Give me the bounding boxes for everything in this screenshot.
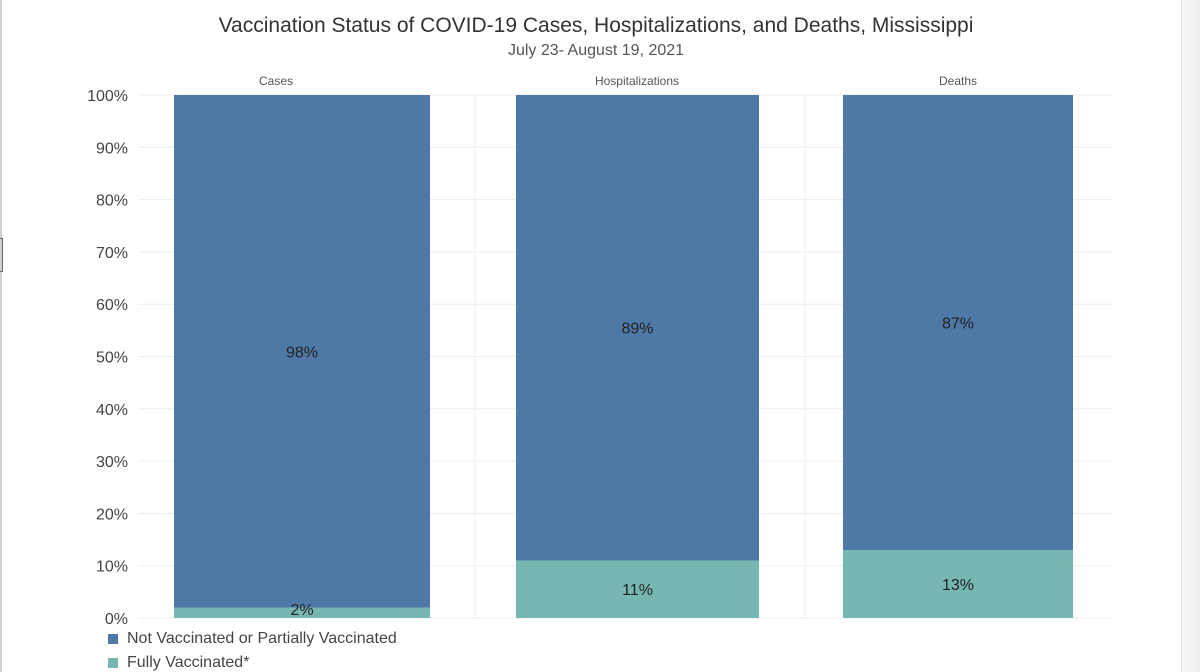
bar-label-deaths-fully-vaccinated: 13% (942, 577, 974, 594)
bar-labels: 2% 98% 11% 89% 13% 87% (286, 316, 974, 619)
y-tick-label: 50% (96, 350, 128, 367)
bar-label-deaths-not-vaccinated: 87% (942, 316, 974, 333)
bar-cases-not-vaccinated (174, 95, 430, 608)
bar-hospitalizations-not-vaccinated (516, 95, 759, 561)
bar-label-cases-not-vaccinated: 98% (286, 344, 318, 361)
y-tick-label: 100% (87, 88, 128, 105)
y-tick-label: 40% (96, 402, 128, 419)
bar-hospitalizations-fully-vaccinated (516, 560, 759, 618)
y-tick-label: 70% (96, 245, 128, 262)
legend-item-fully-vaccinated: Fully Vaccinated* (108, 651, 397, 672)
y-tick-label: 90% (96, 140, 128, 157)
panel-header-hospitalizations: Hospitalizations (595, 74, 679, 88)
bar-deaths-not-vaccinated (843, 95, 1073, 551)
bars (174, 95, 1073, 618)
panel-header-cases: Cases (259, 74, 293, 88)
legend-swatch-not-vaccinated (108, 634, 118, 644)
panel-header-deaths: Deaths (939, 74, 977, 88)
legend-swatch-fully-vaccinated (108, 658, 118, 668)
legend: Not Vaccinated or Partially Vaccinated F… (108, 627, 397, 672)
bar-label-hospitalizations-fully-vaccinated: 11% (622, 582, 653, 599)
y-tick-label: 30% (96, 454, 128, 471)
window-left-edge (0, 0, 2, 672)
bar-label-hospitalizations-not-vaccinated: 89% (621, 321, 653, 338)
legend-label-not-vaccinated: Not Vaccinated or Partially Vaccinated (127, 630, 397, 647)
y-tick-label: 0% (105, 611, 128, 628)
window-edge-handle (0, 238, 3, 272)
legend-item-not-vaccinated: Not Vaccinated or Partially Vaccinated (108, 627, 397, 651)
y-tick-label: 20% (96, 506, 128, 523)
y-tick-label: 60% (96, 297, 128, 314)
bar-cases-fully-vaccinated (174, 607, 430, 618)
window-right-edge (1181, 0, 1200, 672)
chart-subtitle: July 23- August 19, 2021 (507, 42, 685, 59)
y-tick-label: 80% (96, 193, 128, 210)
y-tick-label: 10% (96, 559, 128, 576)
chart-title: Vaccination Status of COVID-19 Cases, Ho… (218, 14, 974, 37)
panel-headers: Cases Hospitalizations Deaths (259, 74, 977, 88)
bar-label-cases-fully-vaccinated: 2% (290, 602, 313, 619)
y-axis-ticks: 0% 10% 20% 30% 40% 50% 60% 70% 80% 90% 100% (87, 88, 128, 628)
legend-label-fully-vaccinated: Fully Vaccinated* (127, 654, 250, 671)
bar-deaths-fully-vaccinated (843, 550, 1073, 618)
